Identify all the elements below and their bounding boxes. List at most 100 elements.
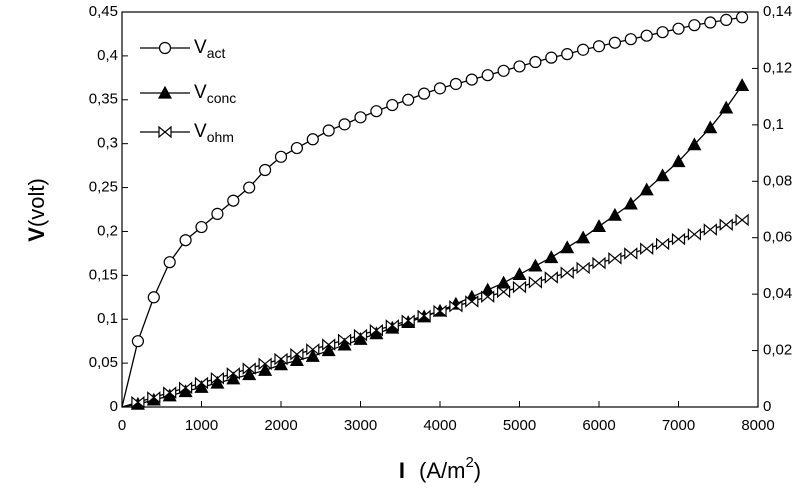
marker: [322, 124, 335, 137]
marker: [433, 82, 447, 95]
marker: [210, 375, 225, 389]
marker: [640, 242, 654, 255]
marker: [656, 26, 669, 39]
marker: [353, 328, 368, 342]
marker: [449, 77, 462, 91]
marker: [258, 357, 272, 371]
x-tick-label: 4000: [423, 417, 456, 434]
marker: [289, 353, 304, 367]
y2-tick-label: 0,14: [763, 3, 792, 20]
legend-marker: [157, 85, 173, 99]
y2-tick-label: 0,04: [763, 285, 792, 302]
y-tick-label: 0,05: [89, 354, 118, 371]
x-label-main: I: [399, 458, 405, 483]
marker: [496, 275, 511, 289]
x-tick-label: 1000: [185, 417, 218, 434]
x-tick-label: 3000: [344, 417, 377, 434]
y2-tick-label: 0,1: [763, 116, 784, 133]
marker: [258, 363, 273, 376]
x-label-close: ): [474, 458, 481, 483]
marker: [210, 371, 224, 385]
x-tick-label: 7000: [662, 417, 695, 434]
marker: [512, 280, 527, 294]
marker: [227, 194, 240, 207]
marker: [704, 16, 717, 29]
marker: [465, 295, 479, 308]
marker: [735, 78, 750, 91]
marker: [544, 271, 558, 284]
marker: [353, 332, 368, 345]
marker: [655, 168, 670, 182]
marker: [147, 391, 161, 404]
marker: [290, 347, 304, 361]
marker: [195, 220, 208, 234]
marker: [703, 120, 718, 134]
legend-label: Vact: [194, 37, 225, 61]
marker: [591, 219, 607, 233]
y2-tick-label: 0: [763, 398, 771, 415]
x-tick-label: 6000: [582, 417, 615, 434]
y-tick-label: 0,3: [97, 135, 118, 152]
marker: [560, 266, 574, 279]
y-tick-label: 0,4: [97, 47, 118, 64]
marker: [131, 335, 144, 348]
legend-marker: [158, 41, 172, 55]
marker: [529, 55, 542, 69]
marker: [163, 256, 176, 269]
marker: [687, 137, 702, 151]
legend-label: Vconc: [194, 82, 236, 106]
marker: [449, 299, 463, 313]
marker: [259, 163, 272, 177]
marker: [354, 111, 367, 124]
marker: [385, 319, 399, 332]
marker: [274, 150, 288, 163]
marker: [179, 234, 192, 247]
legend-subscript: act: [207, 45, 226, 61]
marker: [623, 196, 638, 210]
y2-tick-label: 0,02: [763, 342, 792, 359]
marker: [735, 213, 749, 227]
y-tick-label: 0,45: [89, 3, 118, 20]
marker: [402, 93, 415, 106]
marker: [640, 29, 653, 42]
x-axis-label: I (A/m2): [399, 454, 481, 483]
marker: [561, 48, 574, 61]
marker: [545, 51, 558, 64]
marker: [576, 261, 590, 275]
legend-subscript: ohm: [207, 129, 234, 145]
marker: [560, 240, 575, 254]
y-tick-label: 0,25: [89, 179, 118, 196]
marker: [576, 43, 590, 56]
marker: [147, 291, 160, 304]
marker: [226, 371, 241, 385]
marker: [338, 118, 351, 131]
marker: [274, 352, 288, 366]
legend-name: V: [194, 82, 207, 103]
marker: [433, 304, 447, 318]
marker: [513, 60, 526, 73]
marker: [321, 343, 336, 357]
marker: [592, 40, 606, 53]
y-tick-label: 0,2: [97, 222, 118, 239]
marker: [322, 338, 336, 351]
marker: [194, 379, 209, 393]
legend-marker: [158, 125, 172, 139]
marker: [608, 252, 622, 265]
marker: [672, 22, 685, 35]
x-label-unit: (A/m: [419, 458, 465, 483]
marker: [608, 36, 622, 49]
marker: [370, 105, 383, 118]
marker: [480, 282, 495, 296]
marker: [243, 181, 256, 194]
marker: [688, 19, 701, 32]
marker: [131, 395, 145, 409]
marker: [656, 237, 670, 251]
marker: [418, 87, 431, 100]
y2-tick-label: 0,12: [763, 59, 792, 76]
marker: [465, 73, 478, 86]
marker: [607, 207, 622, 221]
marker: [226, 367, 240, 380]
y-tick-label: 0,15: [89, 266, 118, 283]
legend-name: V: [194, 37, 207, 58]
marker: [720, 13, 733, 26]
